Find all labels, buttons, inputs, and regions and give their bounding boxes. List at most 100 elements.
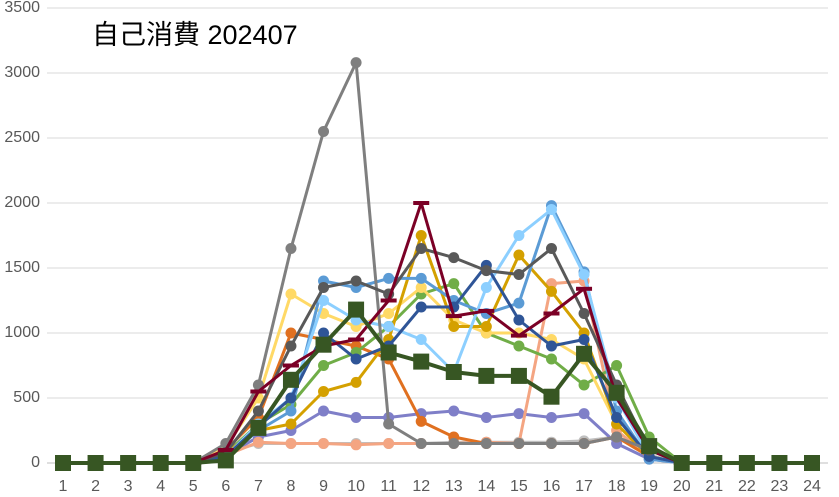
y-tick-label: 2500: [4, 129, 40, 146]
marker: [250, 389, 267, 394]
y-tick-label: 0: [31, 454, 40, 471]
y-tick-label: 3500: [4, 0, 40, 16]
x-tick-label: 12: [412, 478, 430, 495]
marker: [350, 275, 362, 287]
marker: [380, 344, 397, 361]
marker: [513, 314, 525, 326]
y-tick-label: 500: [13, 389, 40, 406]
marker: [513, 297, 525, 309]
marker: [415, 438, 427, 449]
marker: [448, 252, 460, 264]
marker: [350, 376, 362, 388]
x-tick-label: 2: [91, 478, 100, 495]
marker: [318, 405, 330, 417]
marker: [543, 388, 560, 405]
marker: [252, 405, 264, 417]
marker: [578, 308, 590, 319]
marker: [673, 455, 690, 471]
marker: [448, 321, 460, 332]
y-tick-label: 1000: [4, 324, 40, 341]
marker: [510, 333, 527, 338]
x-tick-label: 13: [445, 478, 463, 495]
marker: [415, 334, 427, 345]
marker: [415, 301, 427, 313]
marker: [513, 249, 525, 261]
x-tick-label: 8: [287, 478, 296, 495]
marker: [478, 367, 495, 384]
marker: [285, 405, 297, 417]
marker: [578, 438, 590, 449]
marker: [350, 57, 362, 69]
marker: [545, 285, 557, 297]
marker: [87, 455, 104, 471]
marker: [318, 360, 330, 371]
x-tick-label: 6: [221, 478, 230, 495]
marker: [318, 438, 330, 449]
marker: [513, 438, 525, 449]
marker: [448, 405, 460, 417]
marker: [185, 455, 202, 471]
marker: [217, 452, 234, 469]
marker: [318, 327, 330, 339]
marker: [415, 230, 427, 241]
marker: [510, 367, 527, 384]
x-tick-label: 3: [124, 478, 133, 495]
marker: [513, 230, 525, 241]
marker: [448, 278, 460, 290]
marker: [120, 455, 137, 471]
marker: [611, 412, 623, 423]
marker: [545, 204, 557, 215]
x-tick-label: 18: [608, 478, 626, 495]
marker: [318, 282, 330, 293]
marker: [315, 336, 332, 353]
x-tick-label: 14: [477, 478, 495, 495]
marker: [383, 321, 395, 332]
marker: [513, 340, 525, 352]
marker: [55, 455, 71, 471]
marker: [380, 298, 397, 303]
x-tick-label: 20: [673, 478, 691, 495]
marker: [545, 340, 557, 352]
marker: [478, 308, 495, 313]
marker: [480, 438, 492, 449]
marker: [513, 408, 525, 420]
x-tick-label: 5: [189, 478, 198, 495]
marker: [578, 379, 590, 391]
marker: [383, 308, 395, 319]
series-line: [63, 282, 812, 465]
marker: [578, 334, 590, 345]
marker: [415, 282, 427, 293]
x-tick-label: 4: [156, 478, 165, 495]
marker: [771, 455, 788, 471]
marker: [282, 371, 299, 388]
marker: [415, 272, 427, 284]
y-tick-label: 2000: [4, 194, 40, 211]
marker: [250, 419, 267, 436]
marker: [152, 455, 169, 471]
x-tick-label: 16: [543, 478, 561, 495]
marker: [350, 353, 362, 365]
marker: [543, 311, 560, 316]
marker: [578, 269, 590, 280]
marker: [513, 269, 525, 280]
x-tick-label: 22: [738, 478, 756, 495]
marker: [217, 448, 234, 452]
marker: [738, 455, 755, 471]
x-tick-label: 23: [771, 478, 789, 495]
x-tick-label: 10: [347, 478, 365, 495]
marker: [285, 243, 297, 254]
marker: [611, 360, 623, 371]
x-tick-label: 15: [510, 478, 528, 495]
marker: [545, 438, 557, 449]
marker: [348, 337, 365, 342]
marker: [350, 412, 362, 423]
marker: [608, 384, 625, 401]
marker: [350, 439, 362, 451]
marker: [285, 418, 297, 430]
x-tick-label: 17: [575, 478, 593, 495]
series-line: [63, 409, 812, 465]
marker: [445, 364, 462, 380]
series-line: [63, 263, 812, 465]
marker: [318, 386, 330, 397]
x-tick-label: 9: [319, 478, 328, 495]
